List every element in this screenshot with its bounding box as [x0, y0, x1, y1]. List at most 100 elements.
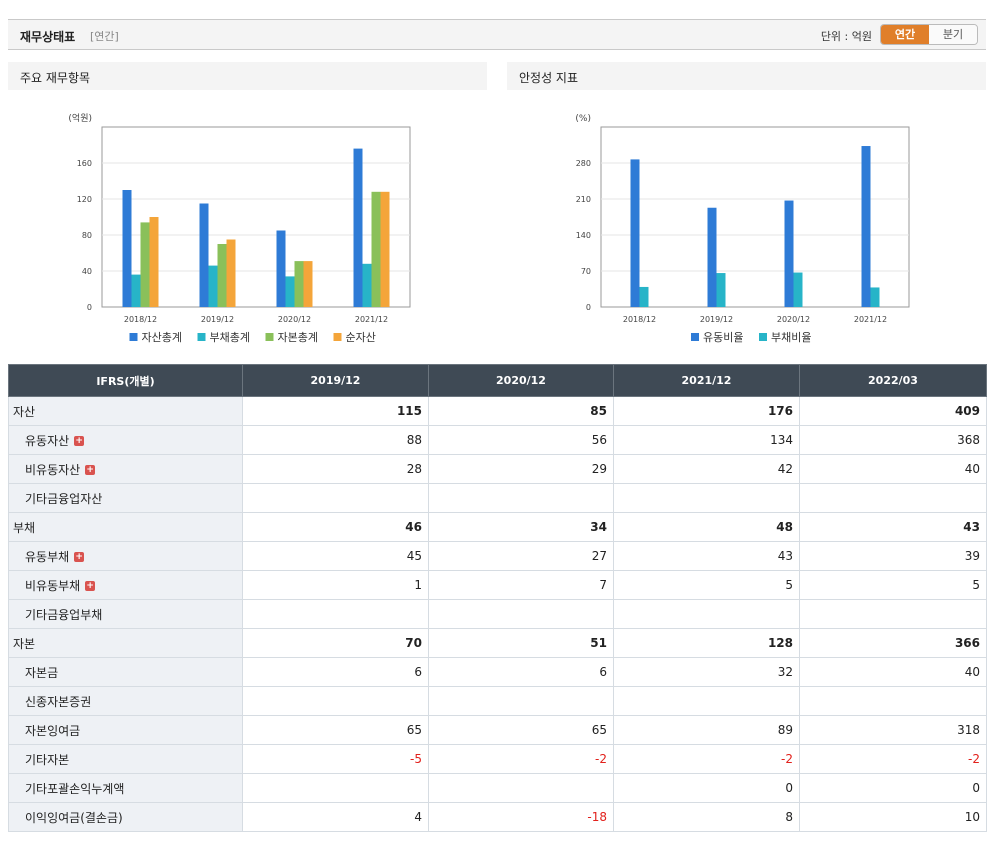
row-label-text: 비유동부채 — [25, 578, 81, 593]
table-row: 유동부채 +45 27 43 39 — [8, 541, 987, 571]
row-label-text: 자본잉여금 — [25, 723, 81, 738]
y-axis-label: (억원) — [68, 112, 92, 124]
bar-자본총계 — [217, 244, 227, 307]
annual-tab[interactable]: 연간 — [881, 25, 929, 44]
row-label-text: 자본금 — [25, 665, 59, 680]
table-cell: 134 — [613, 425, 800, 455]
bar-부채총계 — [285, 276, 295, 307]
section-title: 재무상태표 — [20, 30, 76, 44]
table-cell: 27 — [428, 541, 614, 571]
table-cell: 43 — [613, 541, 800, 571]
table-body: 자산 115 85 176 409 유동자산 +88 56 134 368 비유동자산 +28 29 42… — [8, 396, 987, 832]
table-cell — [242, 599, 429, 629]
table-cell: 51 — [428, 628, 614, 658]
main-items-panel: 주요 재무항목 0 40 80 120 160 (억원) 2018/12 2019/12 202… — [8, 62, 487, 362]
table-cell: 318 — [799, 715, 987, 745]
row-label-text: 기타포괄손익누계액 — [25, 781, 125, 796]
main-items-chart: 0 40 80 120 160 (억원) 2018/12 2019/12 2020/12 2021… — [68, 112, 411, 344]
x-tick-label: 2021/12 — [854, 315, 887, 324]
row-label-text: 기타금융업부채 — [25, 607, 103, 622]
table-cell: -2 — [799, 744, 987, 774]
plot-area — [600, 126, 910, 308]
row-label-text: 기타금융업자산 — [25, 491, 103, 506]
table-cell: 56 — [428, 425, 614, 455]
table-cell: 65 — [428, 715, 614, 745]
section-header: 재무상태표 [연간] 단위 : 억원 연간 분기 — [8, 19, 986, 50]
legend-label: 자산총계 — [142, 331, 182, 344]
x-tick-label: 2020/12 — [777, 315, 810, 324]
table-row: 부채 46 34 48 43 — [8, 512, 987, 542]
bar-자본총계 — [294, 261, 304, 307]
row-label: 비유동자산 + — [8, 454, 243, 484]
table-cell: -2 — [613, 744, 800, 774]
table-row: 비유동부채 +1 7 5 5 — [8, 570, 987, 600]
table-cell — [428, 773, 614, 803]
table-cell: 65 — [242, 715, 429, 745]
legend-label: 부채비율 — [771, 331, 811, 344]
period-toggle: 연간 분기 — [880, 24, 978, 45]
table-cell: 4 — [242, 802, 429, 832]
x-tick-label: 2019/12 — [201, 315, 234, 324]
table-cell: 32 — [613, 657, 800, 687]
y-tick-label: 140 — [576, 231, 591, 240]
y-tick-label: 160 — [77, 159, 92, 168]
table-row: 자산 115 85 176 409 — [8, 396, 987, 426]
y-tick-label: 70 — [581, 267, 591, 276]
row-label-text: 유동자산 — [25, 433, 70, 448]
bar-자산총계 — [122, 190, 132, 307]
bar-순자산 — [380, 191, 390, 307]
table-header-row: IFRS(개별) 2019/12 2020/12 2021/12 2022/03 — [8, 364, 987, 397]
table-cell: 85 — [428, 396, 614, 426]
table-cell: 366 — [799, 628, 987, 658]
panel-header: 안정성 지표 — [507, 62, 986, 90]
table-cell: 368 — [799, 425, 987, 455]
bar-순자산 — [303, 261, 313, 307]
header-basis: IFRS(개별) — [8, 364, 243, 397]
row-label: 신종자본증권 — [8, 686, 243, 716]
table-cell: 70 — [242, 628, 429, 658]
stability-panel: 안정성 지표 0 70 140 210 280 (%) 2018/12 2019/12 2020… — [507, 62, 986, 362]
bar-자산총계 — [353, 148, 363, 307]
row-label: 비유동부채 + — [8, 570, 243, 600]
table-cell: -18 — [428, 802, 614, 832]
table-cell — [613, 686, 800, 716]
table-row: 기타금융업자산 — [8, 483, 987, 513]
expand-icon[interactable]: + — [85, 465, 96, 475]
row-label: 기타금융업부채 — [8, 599, 243, 629]
bar-순자산 — [226, 239, 236, 307]
bar-유동비율 — [707, 207, 717, 307]
row-label: 자본금 — [8, 657, 243, 687]
legend-swatch — [265, 333, 274, 341]
y-tick-label: 80 — [82, 231, 92, 240]
panel-header: 주요 재무항목 — [8, 62, 487, 90]
y-tick-label: 0 — [87, 303, 92, 312]
legend-label: 순자산 — [346, 331, 376, 344]
table-cell: 89 — [613, 715, 800, 745]
quarterly-tab[interactable]: 분기 — [929, 25, 977, 44]
row-label: 자본 — [8, 628, 243, 658]
row-label: 유동자산 + — [8, 425, 243, 455]
legend-swatch — [759, 333, 767, 341]
table-row: 자본금 6 6 32 40 — [8, 657, 987, 687]
table-cell: 43 — [799, 512, 987, 542]
expand-icon[interactable]: + — [74, 552, 85, 562]
row-label: 부채 — [8, 512, 243, 542]
row-label: 유동부채 + — [8, 541, 243, 571]
expand-icon[interactable]: + — [74, 436, 85, 446]
row-label: 기타자본 — [8, 744, 243, 774]
table-row: 기타금융업부채 — [8, 599, 987, 629]
table-cell: -2 — [428, 744, 614, 774]
legend-label: 자본총계 — [278, 331, 318, 344]
table-cell: 115 — [242, 396, 429, 426]
table-cell: 40 — [799, 657, 987, 687]
table-cell — [428, 483, 614, 513]
bar-유동비율 — [630, 159, 640, 307]
legend-swatch — [333, 333, 342, 341]
table-cell: 48 — [613, 512, 800, 542]
header-period: 2020/12 — [428, 364, 614, 397]
table-cell: 409 — [799, 396, 987, 426]
expand-icon[interactable]: + — [85, 581, 96, 591]
table-cell: 176 — [613, 396, 800, 426]
table-cell — [613, 483, 800, 513]
panel-title: 안정성 지표 — [519, 71, 579, 85]
